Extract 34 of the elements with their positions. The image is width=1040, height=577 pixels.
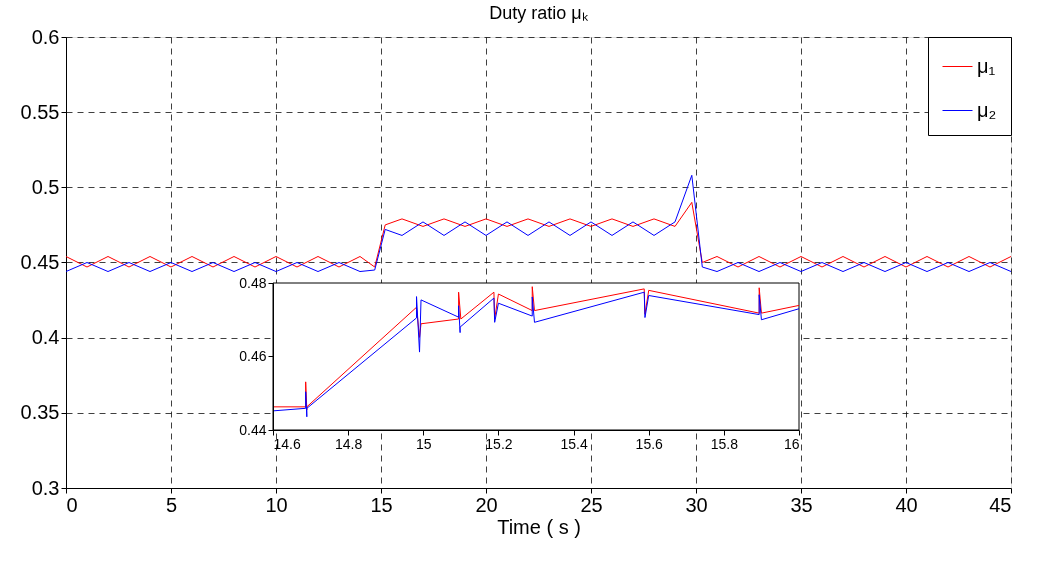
x-tick-label: 30 — [685, 493, 708, 516]
x-tick-label: 40 — [895, 493, 918, 516]
x-tick-label: 14.6 — [273, 435, 301, 452]
y-tick-label: 0.48 — [239, 274, 267, 291]
x-tick-label: 25 — [580, 493, 603, 516]
y-tick-label: 0.46 — [239, 348, 267, 364]
x-tick-label: 15 — [416, 435, 432, 452]
y-tick-label: 0.6 — [31, 25, 60, 48]
x-tick-label: 15.2 — [485, 435, 513, 452]
chart-title: Duty ratio μₖ — [489, 3, 589, 23]
x-tick-label: 0 — [66, 493, 78, 516]
y-tick-label: 0.35 — [20, 401, 60, 424]
x-tick-label: 20 — [475, 493, 498, 516]
x-tick-label: 35 — [790, 493, 813, 516]
x-tick-label: 5 — [165, 493, 178, 516]
y-tick-label: 0.45 — [20, 251, 60, 273]
line-series — [65, 174, 1012, 273]
x-tick-label: 15.4 — [560, 435, 588, 452]
x-tick-label: 15 — [370, 493, 393, 516]
legend-label: μ₂ — [977, 98, 997, 121]
y-tick-label: 0.5 — [31, 175, 60, 198]
line-series — [65, 201, 1012, 268]
x-tick-label: 45 — [989, 493, 1012, 516]
y-tick-label: 0.4 — [31, 326, 60, 349]
y-tick-label: 0.44 — [239, 421, 267, 438]
legend-label: μ₁ — [977, 54, 996, 77]
x-tick-label: 15.8 — [710, 435, 739, 452]
y-tick-label: 0.55 — [20, 100, 60, 123]
x-tick-label: 10 — [265, 493, 288, 516]
x-tick-label: 16 — [783, 435, 800, 452]
x-axis-title: Time ( s ) — [497, 515, 581, 538]
x-tick-label: 14.8 — [335, 435, 363, 452]
x-tick-label: 15.6 — [635, 435, 664, 452]
y-tick-label: 0.3 — [31, 476, 60, 499]
